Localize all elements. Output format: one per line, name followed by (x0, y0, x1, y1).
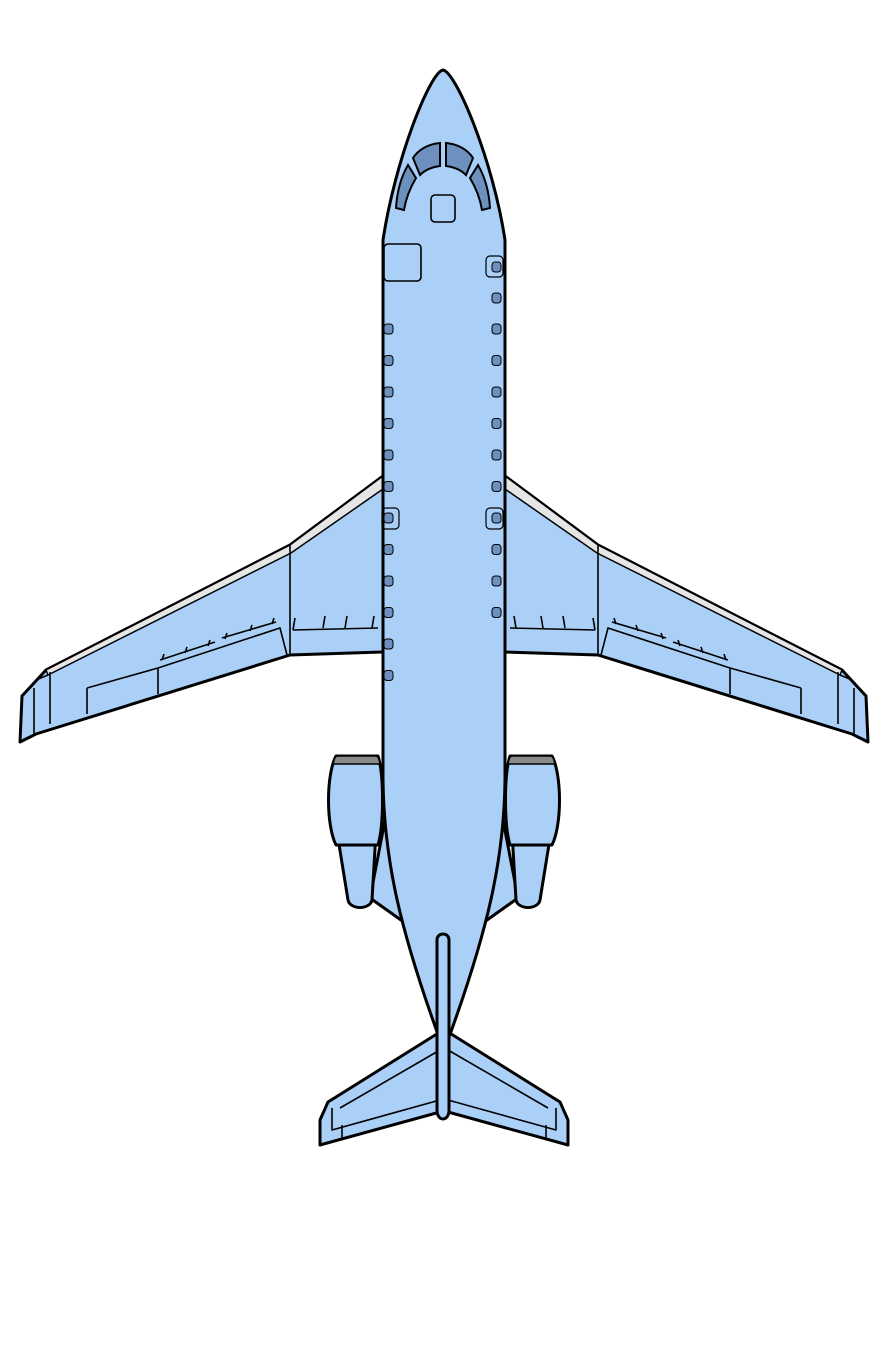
cabin-window-left (383, 607, 394, 618)
right-engine-intake (507, 755, 556, 765)
left-wing (18, 474, 385, 744)
cabin-window-left (383, 575, 394, 587)
cabin-window-left (383, 355, 394, 366)
emergency-exit-left (381, 507, 400, 530)
cabin-window-left (383, 512, 394, 524)
fuselage (381, 68, 507, 1042)
cabin-window-right (491, 323, 502, 335)
cabin-window-right (491, 261, 502, 273)
cabin-window-left (383, 481, 394, 492)
cabin-window-right (491, 607, 502, 618)
emergency-exit-right (485, 507, 504, 530)
cabin-window-left (383, 670, 394, 681)
cabin-window-right (491, 575, 502, 587)
cabin-window-right (491, 292, 502, 304)
left-engine (327, 754, 384, 909)
cabin-window-left (383, 638, 394, 650)
cockpit-windshield (394, 141, 492, 212)
vertical-fin (435, 932, 451, 1121)
emergency-exit-right (485, 255, 504, 278)
cabin-window-right (491, 355, 502, 366)
cabin-window-left (383, 449, 394, 461)
cabin-window-left (383, 386, 394, 398)
right-engine (504, 754, 561, 909)
cabin-window-left (383, 323, 394, 335)
cabin-windows (381, 255, 504, 681)
cabin-window-right (491, 418, 502, 429)
right-wing (503, 474, 870, 744)
cabin-window-right (491, 481, 502, 492)
tail-stabilizer (318, 1030, 570, 1147)
cabin-window-left (383, 418, 394, 429)
cabin-window-right (491, 386, 502, 398)
cabin-window-left (383, 544, 394, 555)
forward-door (383, 243, 422, 282)
overhead-hatch (430, 194, 456, 223)
cabin-window-right (491, 544, 502, 555)
cabin-window-right (491, 512, 502, 524)
left-engine-intake (332, 755, 381, 765)
cabin-window-right (491, 449, 502, 461)
